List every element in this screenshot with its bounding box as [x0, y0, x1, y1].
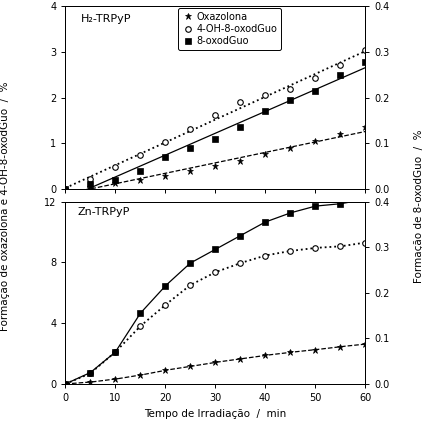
Text: Zn-TRPyP: Zn-TRPyP	[77, 207, 130, 217]
Text: Formação de 8-oxodGuo  /  %: Formação de 8-oxodGuo / %	[414, 129, 422, 283]
Text: Formação de oxazolona e 4-OH-8-oxodGuo  /  %: Formação de oxazolona e 4-OH-8-oxodGuo /…	[0, 81, 10, 331]
X-axis label: Tempo de Irradiação  /  min: Tempo de Irradiação / min	[144, 408, 287, 419]
Legend: Oxazolona, 4-OH-8-oxodGuo, 8-oxodGuo: Oxazolona, 4-OH-8-oxodGuo, 8-oxodGuo	[178, 8, 281, 50]
Text: H₂-TRPyP: H₂-TRPyP	[80, 14, 131, 24]
